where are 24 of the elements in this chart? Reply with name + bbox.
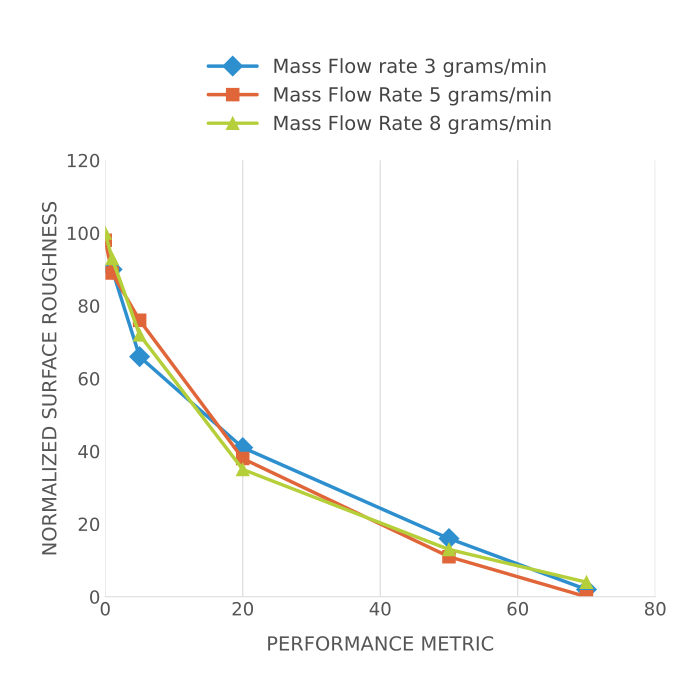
legend-label: Mass Flow Rate 5 grams/min	[274, 86, 550, 106]
x-tick-label: 20	[232, 602, 254, 616]
x-tick-label: 0	[100, 602, 110, 616]
y-tick-label: 40	[78, 444, 100, 458]
x-tick-label: 60	[508, 602, 528, 616]
y-axis-title: NORMALIZED SURFACE ROUGHNESS	[42, 202, 57, 554]
y-tick-label: 0	[90, 590, 100, 604]
point	[129, 346, 150, 368]
legend-label: Mass Flow rate 3 grams/min	[274, 58, 546, 77]
point	[105, 252, 119, 266]
y-tick-label: 60	[78, 372, 100, 386]
legend-label: Mass Flow Rate 8 grams/min	[274, 115, 550, 134]
point	[438, 528, 460, 549]
point	[236, 462, 250, 476]
x-tick-label: 40	[370, 602, 391, 616]
point	[132, 328, 146, 342]
point	[442, 542, 456, 556]
point	[580, 575, 594, 589]
y-tick-label: 120	[68, 154, 100, 168]
y-tick-label: 100	[68, 226, 100, 240]
y-tick-label: 20	[78, 517, 100, 532]
x-tick-label: 80	[644, 602, 666, 616]
y-tick-label: 80	[78, 299, 100, 313]
x-axis-title: PERFORMANCE METRIC	[268, 636, 494, 651]
